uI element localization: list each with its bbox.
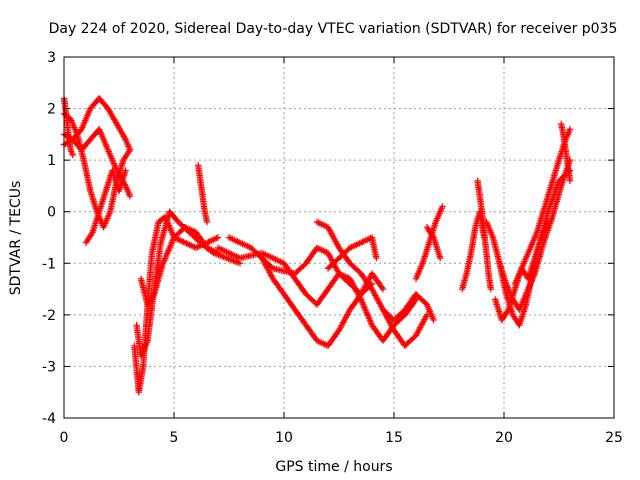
series-sat-o bbox=[379, 291, 437, 324]
plus-markers bbox=[137, 224, 222, 308]
series-sat-d bbox=[82, 167, 129, 246]
series-sat-j bbox=[214, 244, 420, 344]
series-sat-n bbox=[324, 234, 380, 272]
plus-markers bbox=[379, 291, 437, 324]
x-tick-label: 15 bbox=[385, 430, 403, 446]
x-tick-label: 5 bbox=[170, 430, 179, 446]
plus-markers bbox=[214, 244, 420, 344]
series-sat-s bbox=[474, 177, 494, 293]
y-tick-label: 0 bbox=[47, 205, 56, 221]
data-points bbox=[60, 95, 574, 396]
plus-markers bbox=[258, 254, 376, 349]
plus-markers bbox=[195, 162, 211, 226]
y-tick-label: 2 bbox=[47, 102, 56, 118]
x-tick-label: 0 bbox=[60, 430, 69, 446]
plus-markers bbox=[474, 177, 494, 293]
y-tick-label: -2 bbox=[42, 308, 56, 324]
plus-markers bbox=[82, 167, 129, 246]
y-tick-label: 1 bbox=[47, 153, 56, 169]
series-sat-q bbox=[423, 224, 444, 262]
plot-frame bbox=[63, 56, 615, 419]
x-tick-label: 10 bbox=[275, 430, 293, 446]
series-sat-h bbox=[137, 224, 222, 308]
y-axis-label: SDTVAR / TECUs bbox=[8, 181, 24, 296]
series-sat-p bbox=[412, 203, 446, 282]
grid bbox=[64, 57, 614, 418]
plus-markers bbox=[558, 120, 574, 184]
series-sat-w bbox=[558, 120, 574, 184]
y-tick-label: -4 bbox=[42, 411, 56, 427]
plus-markers bbox=[412, 203, 446, 282]
series-sat-l bbox=[258, 254, 376, 349]
x-tick-label: 20 bbox=[495, 430, 513, 446]
y-tick-label: 3 bbox=[47, 50, 56, 66]
plus-markers bbox=[225, 234, 387, 298]
x-tick-labels: 0 5 10 15 20 25 bbox=[60, 430, 623, 446]
axis-ticks bbox=[63, 56, 615, 419]
plus-markers bbox=[511, 218, 552, 288]
x-axis-label: GPS time / hours bbox=[275, 459, 392, 475]
y-tick-labels: 3 2 1 0 -1 -2 -3 -4 bbox=[42, 50, 56, 427]
series-sat-x bbox=[511, 218, 552, 288]
x-tick-label: 25 bbox=[605, 430, 623, 446]
y-tick-label: -1 bbox=[42, 256, 56, 272]
plus-markers bbox=[324, 234, 380, 272]
series-sat-k bbox=[225, 234, 387, 298]
series-sat-i bbox=[195, 162, 211, 226]
plus-markers bbox=[423, 224, 444, 262]
y-tick-label: -3 bbox=[42, 359, 56, 375]
chart-title: Day 224 of 2020, Sidereal Day-to-day VTE… bbox=[49, 21, 618, 37]
